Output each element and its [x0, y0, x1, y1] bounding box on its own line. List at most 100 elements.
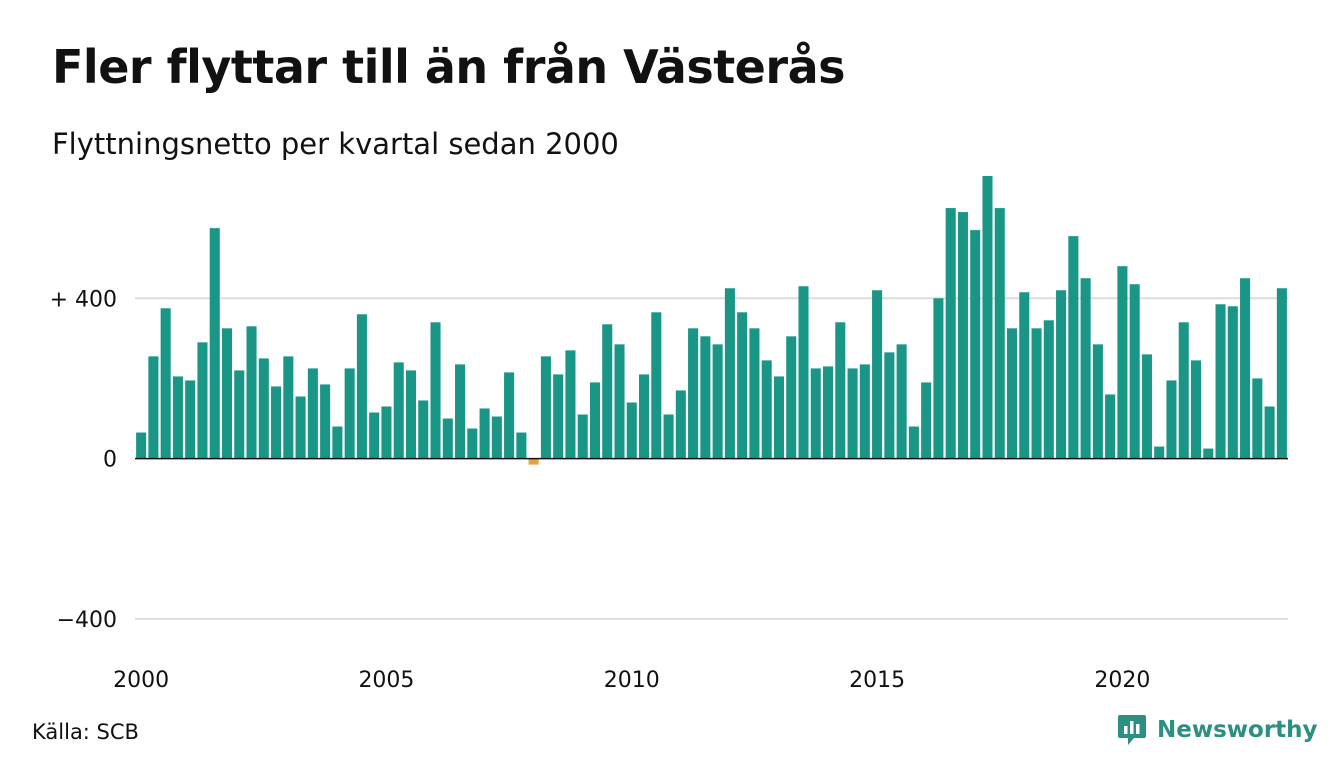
bar: [1276, 288, 1287, 459]
bar: [528, 458, 539, 465]
bar: [700, 336, 711, 459]
bar: [246, 326, 257, 459]
bar: [945, 208, 956, 459]
x-tick-label: 2015: [849, 668, 905, 693]
bar: [1240, 278, 1251, 459]
bar: [773, 376, 784, 459]
bar: [1178, 322, 1189, 459]
y-tick-label: 0: [103, 448, 117, 473]
bar: [847, 368, 858, 459]
bar: [1190, 360, 1202, 459]
bar: [933, 298, 944, 459]
bar: [320, 384, 331, 459]
gridlines: [135, 297, 1288, 620]
bar: [136, 432, 147, 459]
bar: [1019, 292, 1030, 459]
newsworthy-logo-text: Newsworthy: [1157, 717, 1318, 743]
bar: [823, 366, 834, 459]
bar: [884, 352, 895, 459]
bar: [1117, 266, 1128, 459]
bar: [197, 342, 208, 459]
bar: [307, 368, 318, 459]
x-tick-label: 2020: [1094, 668, 1150, 693]
bar: [663, 414, 674, 459]
bar: [786, 336, 797, 459]
bar: [675, 390, 686, 459]
bar: [957, 212, 968, 459]
bar: [516, 432, 527, 459]
bar: [467, 428, 478, 459]
bar: [172, 376, 183, 459]
bar: [1166, 380, 1177, 459]
bar: [381, 406, 392, 459]
bar: [185, 380, 196, 459]
bar: [405, 370, 417, 459]
bar: [1129, 284, 1140, 459]
y-tick-label: + 400: [50, 287, 117, 312]
bar: [491, 416, 502, 459]
bar: [1141, 354, 1152, 459]
bar: [810, 368, 821, 459]
bar: [540, 356, 551, 459]
bars: [136, 176, 1287, 465]
bar: [577, 414, 588, 459]
bar: [148, 356, 159, 459]
bar: [1056, 290, 1067, 459]
bar: [418, 400, 429, 459]
bar: [1006, 328, 1018, 459]
newsworthy-logo-icon: [1118, 715, 1146, 745]
y-tick-label: −400: [57, 608, 117, 633]
bar: [1043, 320, 1054, 459]
bar: [872, 290, 883, 459]
bar: [332, 426, 343, 459]
x-tick-label: 2000: [113, 668, 169, 693]
bar: [908, 426, 919, 459]
chart-subtitle: Flyttningsnetto per kvartal sedan 2000: [52, 127, 619, 161]
bar: [1068, 236, 1079, 459]
bar: [749, 328, 760, 459]
bar: [859, 364, 870, 459]
bar: [430, 322, 441, 459]
x-tick-label: 2010: [604, 668, 660, 693]
bar: [712, 344, 723, 459]
bar: [1154, 446, 1165, 459]
bar: [896, 344, 907, 459]
bar: [761, 360, 772, 459]
bar: [737, 312, 748, 459]
bar: [921, 382, 932, 459]
bar: [602, 324, 613, 459]
bar: [442, 418, 453, 459]
tick-labels: + 400 0 −400 2000 2005 2010 2015 2020: [50, 287, 1151, 693]
bar: [455, 364, 466, 459]
x-tick-label: 2005: [358, 668, 414, 693]
bar: [258, 358, 269, 459]
bar: [1252, 378, 1263, 459]
bar: [1227, 306, 1238, 459]
source-note: Källa: SCB: [32, 720, 139, 744]
bar: [1031, 328, 1042, 459]
bar: [835, 322, 846, 459]
bar: [295, 396, 306, 459]
bar: [614, 344, 625, 459]
newsworthy-logo: Newsworthy: [1117, 713, 1318, 747]
bar: [344, 368, 355, 459]
bar: [651, 312, 662, 459]
bar: [1264, 406, 1275, 459]
bar: [724, 288, 735, 459]
bar: [369, 412, 380, 459]
bar: [271, 386, 282, 459]
bar: [982, 176, 993, 459]
bar: [479, 408, 490, 459]
bar: [1215, 304, 1226, 459]
bar: [283, 356, 294, 459]
bar: [1092, 344, 1103, 459]
bar: [221, 328, 233, 459]
bar: [393, 362, 404, 459]
bar: [994, 208, 1005, 459]
bar: [639, 374, 650, 459]
bar: [589, 382, 600, 459]
chart-title: Fler flyttar till än från Västerås: [52, 40, 846, 94]
bar: [688, 328, 699, 459]
bar: [1105, 394, 1116, 459]
bar: [209, 228, 220, 459]
